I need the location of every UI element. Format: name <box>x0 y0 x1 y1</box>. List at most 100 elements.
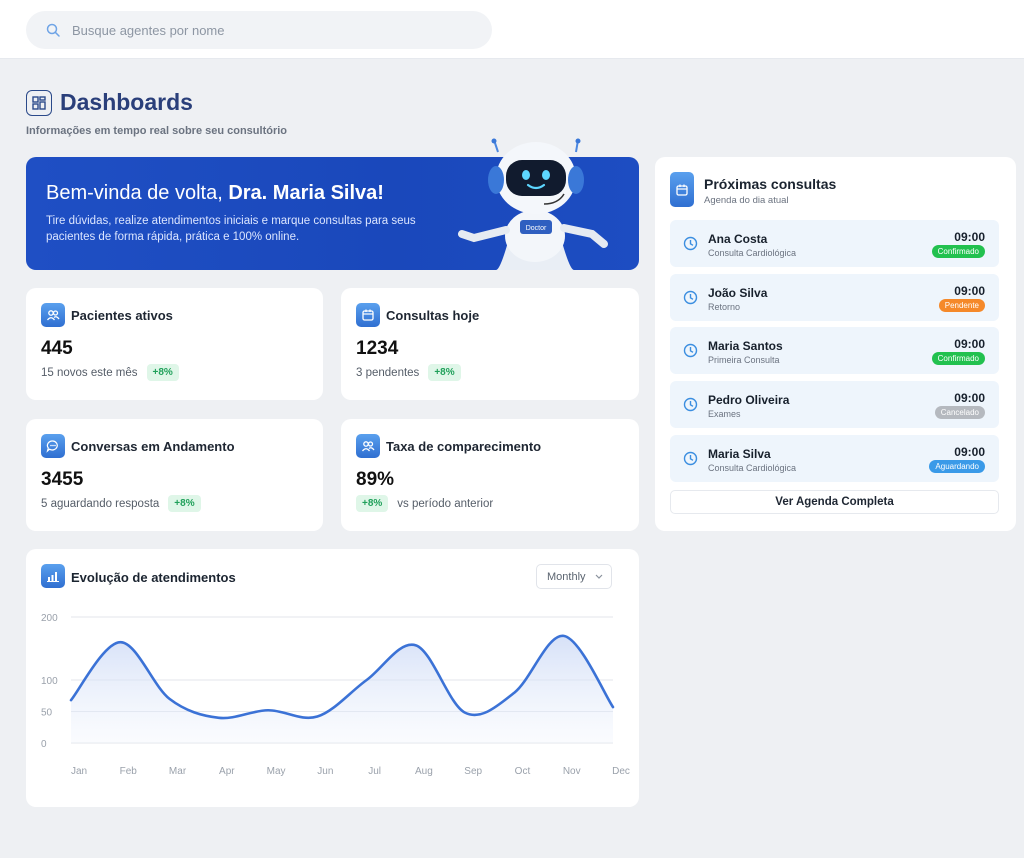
x-tick-label: Aug <box>415 766 433 777</box>
page-title: Dashboards <box>60 89 193 115</box>
users-icon <box>41 303 65 327</box>
chart-title: Evolução de atendimentos <box>71 570 236 585</box>
patient-name: Maria Santos <box>708 339 783 353</box>
search-icon <box>46 23 60 37</box>
stat-footer: 15 novos este mês +8% <box>41 364 179 381</box>
stat-note: 3 pendentes <box>356 366 420 379</box>
stat-value: 1234 <box>356 338 399 359</box>
y-tick-label: 50 <box>41 708 53 719</box>
x-tick-label: Nov <box>563 766 581 777</box>
x-tick-label: Sep <box>464 766 482 777</box>
status-badge: Confirmado <box>931 352 985 365</box>
status-badge: Confirmado <box>931 245 985 258</box>
stat-title: Taxa de comparecimento <box>386 439 542 454</box>
appointment-type: Retorno <box>708 302 741 312</box>
area-chart: 0 50 100 200 Jan Feb Mar Apr May Jun Jul Aug Sep Oct N… <box>41 613 630 777</box>
appointment-time: 09:00 <box>954 284 985 298</box>
welcome-title: Bem-vinda de volta, Dra. Maria Silva! <box>46 182 384 204</box>
stat-footer: +8% vs período anterior <box>356 495 493 512</box>
appointment-item[interactable]: João Silva Retorno 09:00 Pendente <box>670 274 999 321</box>
clock-icon <box>683 397 698 412</box>
x-tick-label: Feb <box>120 766 138 777</box>
appointment-type: Exames <box>708 409 741 419</box>
series-line <box>69 634 615 720</box>
stat-title: Pacientes ativos <box>71 308 173 323</box>
calendar-icon <box>356 303 380 327</box>
stat-card-active-patients: Pacientes ativos 445 15 novos este mês +… <box>26 288 323 400</box>
y-tick-label: 100 <box>41 676 58 687</box>
calendar-icon <box>670 172 694 207</box>
clock-icon <box>683 451 698 466</box>
x-tick-label: Mar <box>169 766 187 777</box>
patient-name: Pedro Oliveira <box>708 393 790 407</box>
users-icon <box>356 434 380 458</box>
chat-icon <box>41 434 65 458</box>
trend-badge: +8% <box>356 495 389 512</box>
dashboard-icon <box>26 89 52 116</box>
clock-icon <box>683 290 698 305</box>
chevron-down-icon <box>595 574 603 579</box>
search-box[interactable] <box>26 11 492 49</box>
page-header: Dashboards <box>26 89 193 116</box>
top-bar <box>0 0 1024 59</box>
status-badge: Cancelado <box>934 406 985 419</box>
stat-value: 89% <box>356 469 395 490</box>
x-tick-label: Jul <box>368 766 381 777</box>
appointment-type: Consulta Cardiológica <box>708 248 797 258</box>
appointment-type: Consulta Cardiológica <box>708 463 797 473</box>
trend-badge: +8% <box>428 364 461 381</box>
stat-note: vs período anterior <box>397 497 494 510</box>
clock-icon <box>683 343 698 358</box>
appointment-type: Primeira Consulta <box>708 355 780 365</box>
search-input[interactable] <box>72 22 452 38</box>
stat-footer: 3 pendentes +8% <box>356 364 461 381</box>
trend-badge: +8% <box>146 364 179 381</box>
appointment-time: 09:00 <box>954 230 985 244</box>
x-tick-label: Oct <box>515 766 531 777</box>
stat-card-conversations: Conversas em Andamento 3455 5 aguardando… <box>26 419 323 531</box>
x-tick-label: Jun <box>317 766 333 777</box>
clock-icon <box>683 236 698 251</box>
bar-chart-icon <box>41 564 65 588</box>
period-dropdown[interactable]: Monthly <box>536 564 612 589</box>
period-value: Monthly <box>547 570 586 583</box>
patient-name: Ana Costa <box>708 232 768 246</box>
status-badge: Aguardando <box>929 460 985 473</box>
stat-footer: 5 aguardando resposta +8% <box>41 495 201 512</box>
stat-value: 445 <box>41 338 73 359</box>
welcome-text: Tire dúvidas, realize atendimentos inici… <box>46 215 416 243</box>
trend-badge: +8% <box>168 495 201 512</box>
upcoming-appointments-panel: Próximas consultas Agenda do dia atual A… <box>655 157 1016 531</box>
x-tick-label: Apr <box>219 766 235 777</box>
appointment-time: 09:00 <box>954 445 985 459</box>
x-tick-label: Dec <box>612 766 630 777</box>
status-badge: Pendente <box>938 299 985 312</box>
x-tick-label: May <box>267 766 286 777</box>
stat-title: Consultas hoje <box>386 308 480 323</box>
stat-card-appointments-today: Consultas hoje 1234 3 pendentes +8% <box>341 288 639 400</box>
panel-subtitle: Agenda do dia atual <box>704 195 789 206</box>
series-area <box>71 635 613 743</box>
svg-text:Doctor: Doctor <box>526 225 547 232</box>
appointment-item[interactable]: Maria Santos Primeira Consulta 09:00 Con… <box>670 327 999 374</box>
appointment-item[interactable]: Pedro Oliveira Exames 09:00 Cancelado <box>670 381 999 428</box>
appointment-item[interactable]: Maria Silva Consulta Cardiológica 09:00 … <box>670 435 999 482</box>
view-full-agenda-button[interactable]: Ver Agenda Completa <box>670 490 999 514</box>
attendance-chart-card: Evolução de atendimentos Monthly 0 50 100 2… <box>26 549 639 807</box>
appointment-time: 09:00 <box>954 391 985 405</box>
page-subtitle: Informações em tempo real sobre seu cons… <box>26 125 288 137</box>
patient-name: João Silva <box>708 286 768 300</box>
stat-note: 5 aguardando resposta <box>41 497 160 510</box>
stat-card-attendance-rate: Taxa de comparecimento 89% +8% vs períod… <box>341 419 639 531</box>
stat-value: 3455 <box>41 469 84 490</box>
stat-note: 15 novos este mês <box>41 366 138 379</box>
stat-title: Conversas em Andamento <box>71 439 235 454</box>
appointment-item[interactable]: Ana Costa Consulta Cardiológica 09:00 Co… <box>670 220 999 267</box>
patient-name: Maria Silva <box>708 447 771 461</box>
doctor-name: Dra. Maria Silva! <box>228 182 384 204</box>
panel-title: Próximas consultas <box>704 176 837 192</box>
appointment-time: 09:00 <box>954 337 985 351</box>
y-tick-label: 200 <box>41 613 58 624</box>
robot-mascot-icon: Doctor <box>458 138 608 270</box>
y-tick-label: 0 <box>41 739 47 750</box>
